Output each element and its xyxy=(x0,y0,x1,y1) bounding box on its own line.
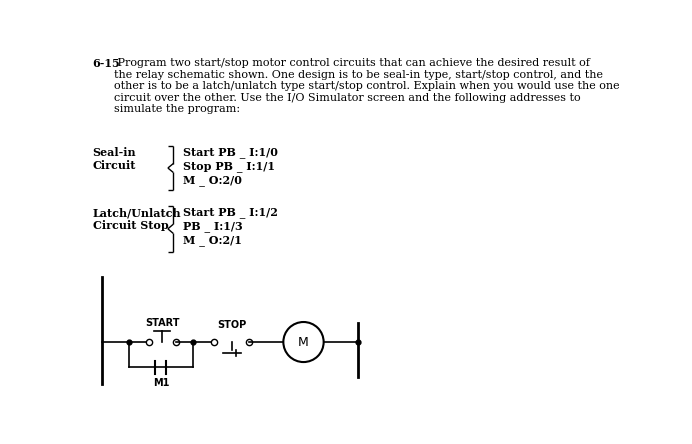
Text: Start PB _ I:1/2: Start PB _ I:1/2 xyxy=(183,207,278,218)
Text: M _ O:2/0: M _ O:2/0 xyxy=(183,175,242,186)
Text: M _ O:2/1: M _ O:2/1 xyxy=(183,235,242,246)
Text: Program two start/stop motor control circuits that can achieve the desired resul: Program two start/stop motor control cir… xyxy=(113,58,619,114)
Text: M1: M1 xyxy=(153,378,169,388)
Text: M: M xyxy=(298,336,309,349)
Text: START: START xyxy=(145,318,179,328)
Text: Start PB _ I:1/0: Start PB _ I:1/0 xyxy=(183,147,278,158)
Text: Latch/Unlatch
Circuit Stop: Latch/Unlatch Circuit Stop xyxy=(93,207,181,231)
Text: Stop PB _ I:1/1: Stop PB _ I:1/1 xyxy=(183,161,275,172)
Text: 6-15: 6-15 xyxy=(93,58,120,69)
Text: STOP: STOP xyxy=(217,320,246,330)
Text: PB _ I:1/3: PB _ I:1/3 xyxy=(183,221,243,232)
Text: Seal-in
Circuit: Seal-in Circuit xyxy=(93,147,136,171)
